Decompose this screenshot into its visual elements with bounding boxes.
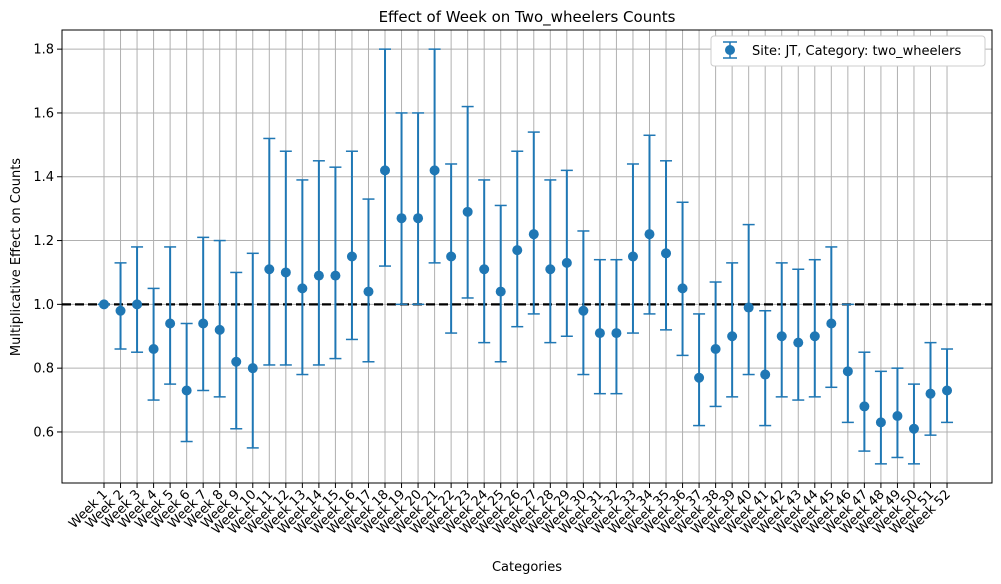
data-point — [644, 229, 655, 240]
y-tick-label: 1.4 — [33, 170, 54, 185]
data-point — [214, 324, 225, 335]
data-point — [528, 229, 539, 240]
y-tick-label: 0.6 — [33, 425, 54, 440]
data-point — [942, 385, 953, 396]
plot-frame — [61, 29, 993, 484]
legend-box — [710, 35, 986, 67]
data-point — [148, 344, 159, 355]
data-point — [677, 283, 688, 294]
data-point — [231, 356, 242, 367]
y-axis-title: Multiplicative Effect on Counts — [9, 158, 24, 356]
data-point — [198, 318, 209, 329]
y-tick-label: 1.0 — [33, 298, 54, 313]
data-point — [363, 286, 374, 297]
data-point — [446, 251, 457, 262]
data-point — [743, 302, 754, 313]
data-point — [760, 369, 771, 380]
data-point — [346, 251, 357, 262]
legend-marker — [725, 45, 735, 55]
y-tick-label: 0.8 — [33, 362, 54, 377]
data-point — [727, 331, 738, 342]
data-point — [561, 257, 572, 268]
data-point — [99, 299, 109, 310]
y-tick-label: 1.6 — [33, 106, 54, 121]
data-point — [396, 213, 407, 224]
data-point — [611, 328, 622, 339]
data-point — [710, 344, 721, 355]
data-point — [826, 318, 837, 329]
data-point — [280, 267, 291, 278]
data-point — [429, 165, 440, 176]
data-point — [908, 423, 919, 434]
data-points — [99, 165, 953, 434]
data-point — [661, 248, 672, 259]
chart-title: Effect of Week on Two_wheelers Counts — [379, 8, 676, 27]
data-point — [380, 165, 391, 176]
y-tick-label: 1.2 — [33, 234, 54, 249]
data-point — [115, 305, 126, 316]
data-point — [892, 411, 903, 422]
data-point — [875, 417, 886, 428]
data-point — [793, 337, 804, 348]
x-axis-title: Categories — [492, 560, 562, 575]
grid — [62, 30, 992, 483]
data-point — [512, 245, 523, 256]
data-point — [132, 299, 143, 310]
y-axis-ticks: 0.6 0.8 1.0 1.2 1.4 1.6 1.8 — [33, 43, 62, 440]
data-point — [694, 372, 705, 383]
data-point — [264, 264, 275, 275]
data-point — [462, 206, 473, 217]
error-bars — [98, 48, 954, 465]
data-point — [925, 388, 936, 399]
data-point — [859, 401, 870, 412]
data-point — [413, 213, 424, 224]
legend-label: Site: JT, Category: two_wheelers — [752, 44, 961, 59]
data-point — [330, 270, 341, 281]
data-point — [313, 270, 324, 281]
data-point — [297, 283, 308, 294]
data-point — [181, 385, 192, 396]
data-point — [809, 331, 820, 342]
legend: Site: JT, Category: two_wheelers — [710, 35, 986, 67]
data-point — [247, 363, 258, 374]
data-point — [545, 264, 556, 275]
data-point — [165, 318, 176, 329]
y-tick-label: 1.8 — [33, 43, 54, 58]
data-point — [594, 328, 605, 339]
data-point — [627, 251, 638, 262]
data-point — [776, 331, 787, 342]
data-point — [495, 286, 506, 297]
data-point — [479, 264, 490, 275]
data-point — [578, 305, 589, 316]
data-point — [842, 366, 853, 377]
